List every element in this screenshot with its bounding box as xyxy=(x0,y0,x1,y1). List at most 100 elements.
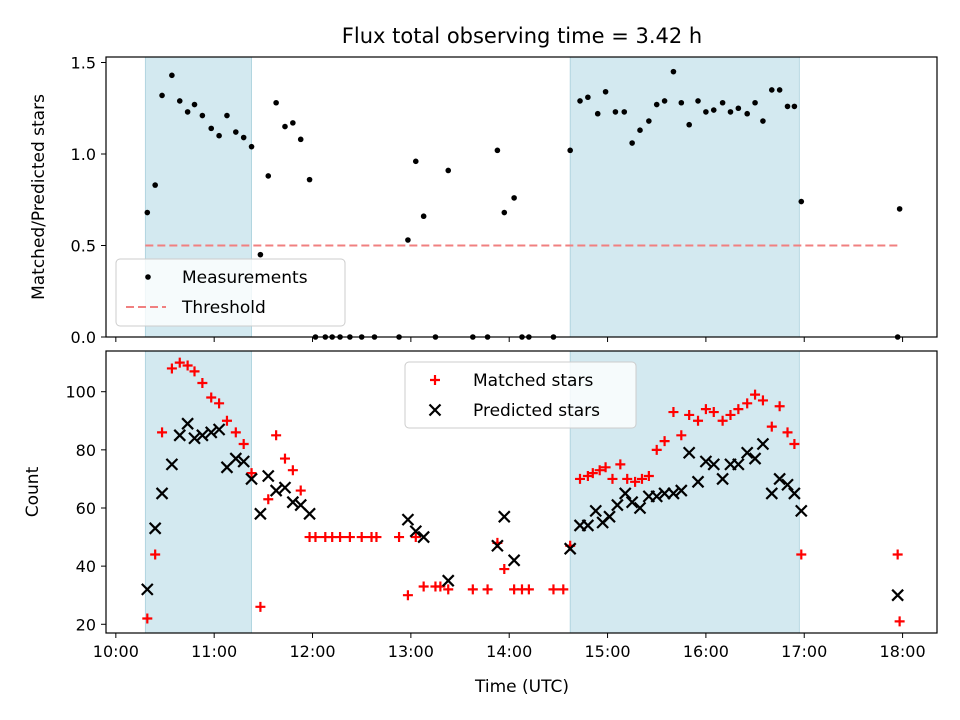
data-point xyxy=(710,107,717,113)
data-point xyxy=(184,109,191,115)
data-point xyxy=(254,507,267,521)
x-axis-label: Time (UTC) xyxy=(474,677,569,697)
legend-label: Matched stars xyxy=(473,371,593,391)
data-point xyxy=(618,487,632,500)
data-point xyxy=(212,423,226,436)
data-point xyxy=(757,395,768,406)
data-point xyxy=(501,209,508,216)
data-point xyxy=(575,473,586,484)
y-tick-label: 100 xyxy=(65,383,96,402)
data-point xyxy=(420,213,427,220)
data-point xyxy=(637,127,643,134)
data-point xyxy=(563,542,577,555)
x-tick-label: 18:00 xyxy=(880,642,926,661)
data-point xyxy=(221,415,232,426)
y-tick-label: 0.0 xyxy=(71,328,96,347)
data-point xyxy=(768,87,775,93)
data-point xyxy=(401,513,415,526)
data-point xyxy=(891,588,904,602)
data-point xyxy=(265,173,272,179)
data-point xyxy=(719,99,726,106)
data-point xyxy=(224,112,230,119)
data-point xyxy=(716,472,729,486)
data-point xyxy=(310,532,321,543)
x-tick-label: 10:00 xyxy=(93,642,139,661)
data-point xyxy=(287,465,298,476)
data-point xyxy=(418,581,429,592)
data-point xyxy=(409,524,423,538)
data-point xyxy=(173,429,187,442)
data-point xyxy=(499,564,510,575)
data-point xyxy=(892,549,903,560)
axes-frame xyxy=(105,56,938,338)
bottom-panel-axes: 10:00 11:00 12:00 13:00 14:00 15:00 16:00 17:00… xyxy=(23,350,938,661)
legend-marker-matched xyxy=(430,375,440,385)
data-point xyxy=(587,468,598,479)
data-point xyxy=(776,87,783,93)
y-tick-label: 80 xyxy=(76,441,96,460)
data-point xyxy=(750,389,761,400)
data-point xyxy=(237,455,250,468)
data-point xyxy=(784,103,791,110)
data-point xyxy=(344,532,355,543)
data-point xyxy=(630,476,641,487)
data-point xyxy=(646,118,652,124)
x-tick-label: 16:00 xyxy=(683,642,729,661)
data-point xyxy=(691,475,705,489)
data-point xyxy=(159,92,165,99)
data-point xyxy=(740,446,754,460)
data-point xyxy=(678,99,685,106)
data-point xyxy=(708,407,719,418)
data-point xyxy=(523,584,534,595)
data-point xyxy=(668,407,679,418)
legend-marker-measurements xyxy=(145,274,151,280)
data-point xyxy=(577,98,583,104)
figure-title: Flux total observing time = 3.42 h xyxy=(342,24,702,48)
data-point xyxy=(670,68,677,75)
data-point xyxy=(204,426,218,439)
shaded-interval xyxy=(569,56,800,338)
data-point xyxy=(303,507,316,521)
data-point xyxy=(612,109,619,115)
data-point xyxy=(643,471,654,482)
data-point xyxy=(263,494,274,505)
data-point xyxy=(417,530,430,544)
data-point xyxy=(615,459,626,470)
data-point xyxy=(282,123,288,130)
data-point xyxy=(165,458,179,471)
data-point xyxy=(181,417,194,430)
data-point xyxy=(675,484,688,497)
data-point xyxy=(752,99,758,106)
data-point xyxy=(169,72,175,79)
data-point xyxy=(707,458,721,471)
legend-label: Measurements xyxy=(182,268,308,288)
data-point xyxy=(607,473,618,484)
data-point xyxy=(443,584,454,595)
data-point xyxy=(233,129,239,135)
data-point xyxy=(412,158,419,165)
data-point xyxy=(240,134,247,141)
data-point xyxy=(682,446,696,460)
data-point xyxy=(765,487,779,500)
legend-box xyxy=(115,258,346,327)
data-point xyxy=(356,532,367,543)
data-point xyxy=(269,484,283,497)
data-point xyxy=(188,431,201,445)
data-point xyxy=(703,109,709,115)
y-axis-label: Count xyxy=(23,466,43,517)
data-point xyxy=(629,140,635,146)
data-point xyxy=(594,465,605,476)
data-point xyxy=(271,430,282,441)
data-point xyxy=(727,109,734,115)
data-point xyxy=(756,437,770,451)
data-point xyxy=(176,98,183,104)
legend-box xyxy=(404,361,637,429)
data-point xyxy=(142,613,153,624)
x-tick-label: 12:00 xyxy=(289,642,335,661)
data-point xyxy=(742,398,753,409)
data-point xyxy=(335,532,346,543)
y-axis-label: Matched/Predicted stars xyxy=(29,94,49,300)
data-point xyxy=(246,468,257,479)
data-point xyxy=(491,539,504,553)
